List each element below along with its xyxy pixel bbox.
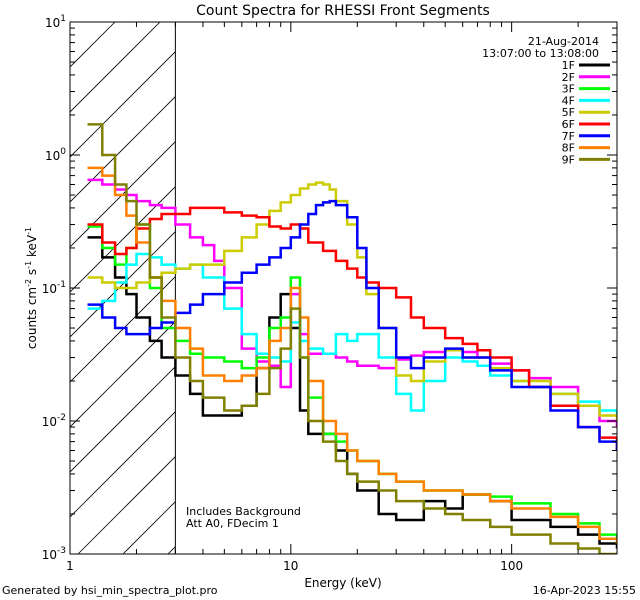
series-line-1F [87, 236, 617, 549]
hatch-line [70, 22, 161, 113]
hatch-line [70, 276, 176, 383]
legend-label-5F: 5F [562, 106, 575, 119]
date-label: 21-Aug-2014 [528, 35, 599, 48]
legend-label-8F: 8F [562, 142, 575, 155]
legend-label-1F: 1F [562, 59, 575, 72]
legend-label-7F: 7F [562, 130, 575, 143]
y-tick-label: 10-3 [42, 546, 66, 562]
y-tick-label: 10-1 [42, 280, 66, 296]
annotation-background: Includes Background [186, 505, 301, 518]
annotation-attenuator: Att A0, FDecim 1 [186, 517, 279, 530]
y-axis-label-exp2: -1 [24, 261, 33, 269]
chart-title: Count Spectra for RHESSI Front Segments [196, 3, 490, 19]
hatched-region [70, 22, 176, 554]
hatch-line [70, 51, 176, 158]
timestamp-label: 16-Apr-2023 15:55 [533, 584, 636, 597]
x-tick-label: 10 [283, 559, 298, 573]
legend-label-6F: 6F [562, 118, 575, 131]
y-axis-label-end: keV [25, 234, 39, 261]
y-axis-label-exp3: -1 [24, 227, 33, 235]
generated-by-label: Generated by hsi_min_spectra_plot.pro [2, 584, 218, 597]
y-axis-label: counts cm-2 s-1 keV-1 [24, 227, 39, 349]
legend-label-3F: 3F [562, 83, 575, 96]
hatch-line [70, 411, 176, 518]
x-tick-label: 1 [66, 559, 74, 573]
hatch-line [70, 366, 176, 473]
y-tick-label: 100 [45, 147, 66, 163]
x-tick-label: 100 [500, 559, 523, 573]
y-axis-ticks: 101 100 10-1 10-2 10-3 [42, 14, 617, 562]
legend-label-2F: 2F [562, 71, 575, 84]
y-tick-label: 101 [45, 14, 66, 30]
series-line-7F [87, 199, 617, 451]
series-line-9F [87, 123, 617, 554]
x-axis-ticks: 1 10 100 [66, 22, 618, 573]
legend-label-4F: 4F [562, 94, 575, 107]
time-range-label: 13:07:00 to 13:08:00 [482, 47, 599, 60]
series-line-6F [87, 206, 617, 451]
legend-label-9F: 9F [562, 153, 575, 166]
hatch-line [77, 456, 176, 554]
series-group [87, 123, 617, 554]
y-tick-label: 10-2 [42, 413, 66, 429]
y-axis-label-exp1: -2 [24, 279, 33, 287]
y-axis-label-main: counts cm [25, 287, 39, 349]
y-axis-label-mid: s [25, 269, 39, 279]
hatch-line [70, 96, 176, 203]
x-axis-label: Energy (keV) [304, 576, 381, 590]
series-line-4F [87, 252, 617, 416]
